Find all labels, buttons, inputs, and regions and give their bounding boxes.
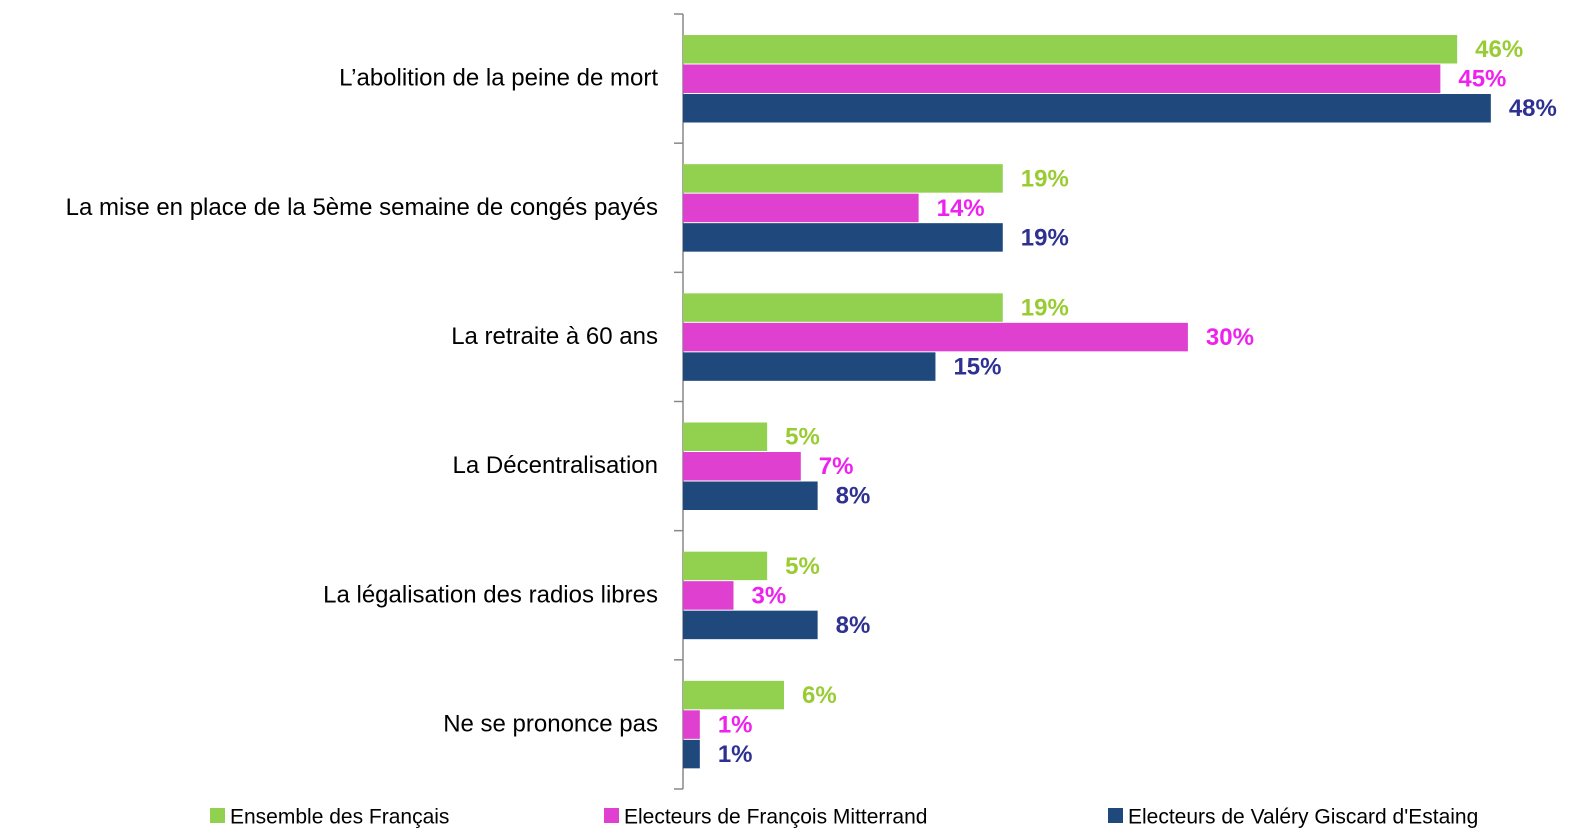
bar: [683, 739, 700, 769]
legend-swatch: [1108, 808, 1123, 823]
category-label: L’abolition de la peine de mort: [339, 65, 658, 92]
value-label: 14%: [937, 195, 985, 222]
value-label: 30%: [1206, 324, 1254, 351]
bar: [683, 94, 1491, 123]
value-label: 3%: [751, 582, 786, 609]
bar: [683, 352, 936, 381]
bar: [683, 452, 801, 481]
value-label: 19%: [1021, 165, 1069, 192]
value-label: 1%: [718, 711, 753, 738]
bar: [683, 35, 1458, 64]
legend-swatch: [604, 808, 619, 823]
value-label: 1%: [718, 741, 753, 768]
bar: [683, 193, 919, 223]
bar: [683, 610, 818, 640]
value-label: 8%: [836, 483, 871, 510]
bar: [683, 164, 1003, 193]
category-label: La mise en place de la 5ème semaine de c…: [66, 194, 658, 221]
value-label: 46%: [1475, 36, 1523, 63]
value-label: 45%: [1458, 66, 1506, 93]
bar: [683, 223, 1003, 252]
legend-label: Electeurs de Valéry Giscard d'Estaing: [1128, 806, 1478, 829]
bar: [683, 293, 1003, 322]
category-label: Ne se prononce pas: [443, 710, 658, 737]
bar: [683, 551, 768, 581]
value-label: 19%: [1021, 294, 1069, 321]
value-label: 7%: [819, 453, 854, 480]
legend-label: Electeurs de François Mitterrand: [624, 806, 927, 829]
value-label: 15%: [953, 353, 1001, 380]
value-label: 8%: [836, 612, 871, 639]
bar: [683, 422, 768, 451]
value-label: 5%: [785, 553, 820, 580]
value-label: 19%: [1021, 224, 1069, 251]
category-label: La légalisation des radios libres: [323, 581, 658, 608]
category-label: La Décentralisation: [453, 452, 658, 479]
legend-label: Ensemble des Français: [230, 806, 449, 829]
value-label: 48%: [1509, 95, 1557, 122]
bar: [683, 64, 1441, 93]
value-label: 6%: [802, 682, 837, 709]
bar: [683, 322, 1188, 352]
bar: [683, 710, 700, 739]
bar: [683, 680, 784, 710]
category-label: La retraite à 60 ans: [451, 323, 658, 350]
bar: [683, 481, 818, 510]
value-label: 5%: [785, 424, 820, 451]
bar: [683, 581, 734, 610]
legend-swatch: [210, 808, 225, 823]
